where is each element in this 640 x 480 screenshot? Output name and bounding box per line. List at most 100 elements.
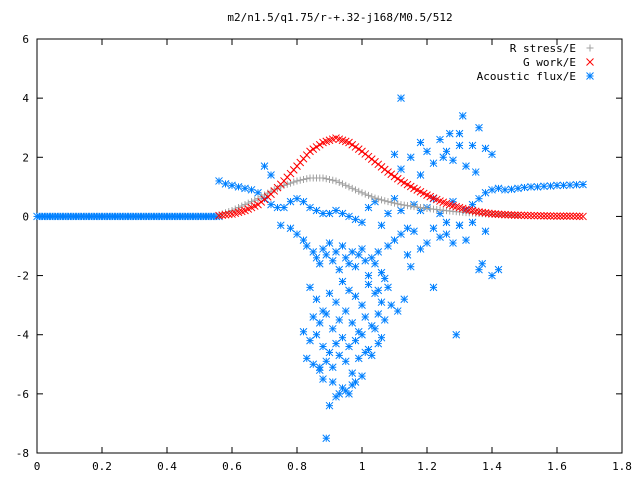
series-point-g-work-e	[497, 210, 506, 219]
series-point-r-stress-e	[329, 176, 337, 184]
series-point-g-work-e	[224, 210, 233, 219]
series-point-acoustic-flux-e	[367, 253, 376, 262]
series-point-acoustic-flux-e	[299, 327, 308, 336]
series-point-acoustic-flux-e	[351, 215, 360, 224]
series-point-r-stress-e	[394, 200, 402, 208]
series-point-acoustic-flux-e	[348, 369, 357, 378]
series-point-g-work-e	[354, 145, 363, 154]
series-point-acoustic-flux-e	[462, 236, 470, 244]
series-point-r-stress-e	[352, 186, 359, 194]
series-point-g-work-e	[510, 211, 519, 219]
series-r-stress-e	[215, 174, 522, 220]
series-point-acoustic-flux-e	[338, 333, 347, 342]
legend-marker-g-work-e	[586, 58, 594, 66]
series-point-r-stress-e	[368, 193, 376, 201]
series-point-g-work-e	[559, 212, 568, 220]
series-point-acoustic-flux-e	[345, 286, 353, 295]
y-tick-label: 6	[22, 33, 29, 46]
series-point-acoustic-flux-e	[566, 181, 574, 189]
y-axis-ticks: -8 -6 -4 -2 0 2 4 6	[16, 33, 622, 460]
series-point-r-stress-e	[241, 201, 249, 209]
series-point-r-stress-e	[335, 178, 343, 186]
series-point-acoustic-flux-e	[322, 434, 331, 443]
series-point-acoustic-flux-e	[377, 221, 386, 230]
series-point-g-work-e	[504, 210, 513, 219]
series-point-acoustic-flux-e	[380, 316, 389, 324]
series-point-acoustic-flux-e	[322, 357, 331, 366]
series-point-acoustic-flux-e	[384, 283, 392, 292]
series-point-acoustic-flux-e	[345, 212, 353, 221]
series-point-acoustic-flux-e	[332, 206, 340, 215]
series-point-r-stress-e	[387, 198, 395, 206]
series-point-g-work-e	[501, 210, 509, 219]
series-point-g-work-e	[546, 212, 555, 220]
series-point-acoustic-flux-e	[325, 401, 334, 410]
series-point-acoustic-flux-e	[328, 256, 337, 265]
series-point-acoustic-flux-e	[540, 182, 548, 191]
series-point-acoustic-flux-e	[400, 295, 409, 304]
series-point-acoustic-flux-e	[364, 271, 373, 280]
series-point-acoustic-flux-e	[358, 330, 366, 339]
series-point-g-work-e	[393, 174, 402, 183]
series-point-acoustic-flux-e	[335, 265, 344, 274]
series-point-g-work-e	[540, 211, 548, 220]
series-point-acoustic-flux-e	[452, 330, 461, 339]
x-tick-label: 1.2	[417, 460, 437, 473]
series-point-acoustic-flux-e	[354, 354, 363, 363]
series-point-acoustic-flux-e	[393, 307, 402, 315]
series-point-r-stress-e	[319, 174, 327, 182]
series-point-acoustic-flux-e	[390, 150, 399, 159]
series-point-acoustic-flux-e	[361, 256, 370, 265]
series-point-acoustic-flux-e	[501, 185, 509, 194]
series-point-acoustic-flux-e	[406, 262, 415, 271]
series-point-r-stress-e	[358, 189, 366, 197]
series-point-acoustic-flux-e	[325, 209, 334, 218]
series-point-acoustic-flux-e	[449, 156, 457, 165]
series-point-acoustic-flux-e	[338, 242, 347, 250]
x-tick-label: 1.4	[482, 460, 502, 473]
series-point-acoustic-flux-e	[351, 262, 360, 271]
series-point-acoustic-flux-e	[319, 209, 327, 218]
series-point-acoustic-flux-e	[481, 144, 490, 153]
series-point-r-stress-e	[371, 194, 379, 202]
plot-border	[36, 38, 623, 454]
series-point-acoustic-flux-e	[341, 387, 350, 395]
series-point-acoustic-flux-e	[351, 292, 360, 301]
series-point-g-work-e	[553, 212, 561, 220]
series-point-acoustic-flux-e	[475, 194, 483, 203]
series-point-acoustic-flux-e	[361, 348, 370, 357]
series-point-acoustic-flux-e	[416, 245, 425, 253]
series-point-acoustic-flux-e	[306, 203, 314, 212]
series-point-acoustic-flux-e	[397, 206, 405, 215]
series-point-acoustic-flux-e	[234, 183, 243, 191]
series-point-acoustic-flux-e	[293, 230, 301, 239]
series-point-g-work-e	[543, 212, 552, 220]
legend-marker-r-stress-e	[586, 44, 594, 52]
series-point-acoustic-flux-e	[507, 185, 516, 194]
series-point-g-work-e	[527, 211, 535, 220]
series-point-acoustic-flux-e	[312, 206, 321, 215]
chart-title: m2/n1.5/q1.75/r-+.32-j168/M0.5/512	[227, 11, 452, 24]
series-point-acoustic-flux-e	[286, 224, 295, 233]
series-point-g-work-e	[579, 212, 587, 221]
series-point-r-stress-e	[391, 199, 398, 207]
series-point-acoustic-flux-e	[215, 177, 223, 185]
series-point-acoustic-flux-e	[315, 363, 324, 372]
series-point-g-work-e	[569, 212, 578, 221]
series-point-g-work-e	[562, 212, 571, 220]
plot-frame	[36, 38, 623, 454]
series-point-acoustic-flux-e	[325, 289, 334, 298]
series-point-acoustic-flux-e	[371, 259, 379, 268]
series-point-r-stress-e	[404, 202, 411, 210]
series-point-g-work-e	[549, 212, 558, 220]
x-tick-label: 0	[34, 460, 41, 473]
series-point-acoustic-flux-e	[455, 141, 464, 150]
series-point-acoustic-flux-e	[267, 171, 275, 179]
series-g-work-e	[215, 134, 587, 221]
series-point-g-work-e	[315, 140, 324, 149]
series-point-r-stress-e	[251, 196, 259, 204]
series-point-r-stress-e	[339, 180, 346, 188]
series-point-r-stress-e	[365, 191, 372, 199]
series-point-acoustic-flux-e	[488, 150, 496, 159]
series-point-g-work-e	[306, 147, 314, 156]
